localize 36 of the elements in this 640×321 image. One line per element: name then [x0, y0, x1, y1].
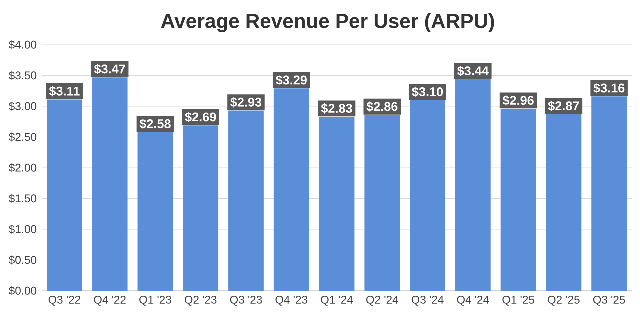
data-label: $2.96 [502, 96, 534, 106]
y-tick-label: $1.00 [9, 224, 37, 234]
data-label: $3.44 [458, 66, 489, 76]
data-label: $2.69 [185, 112, 216, 122]
chart-title: Average Revenue Per User (ARPU) [161, 14, 494, 32]
x-tick-label: Q3 '22 [48, 296, 81, 306]
x-tick-label: Q2 '23 [184, 296, 217, 306]
y-tick-label: $1.50 [9, 194, 37, 204]
y-tick-label: $2.00 [9, 163, 37, 173]
y-tick-label: $2.50 [9, 132, 37, 142]
x-tick-label: Q1 '23 [140, 296, 172, 306]
data-label: $3.29 [276, 75, 307, 86]
data-label: $2.83 [321, 104, 352, 114]
data-label: $3.47 [94, 64, 126, 75]
data-label: $2.58 [140, 118, 171, 130]
data-label: $3.11 [49, 86, 80, 97]
x-tick-label: Q1 '25 [502, 296, 534, 306]
x-tick-label: Q3 '25 [593, 296, 626, 306]
x-tick-label: Q4 '23 [276, 296, 308, 306]
data-label: $3.16 [594, 83, 625, 94]
y-tick-label: $3.00 [9, 102, 37, 112]
x-tick-label: Q4 '22 [94, 296, 126, 306]
x-tick-label: Q4 '24 [457, 296, 490, 306]
x-tick-label: Q2 '24 [366, 296, 398, 306]
x-tick-label: Q3 '24 [412, 296, 444, 306]
data-label: $2.86 [366, 102, 398, 112]
data-label: $2.87 [548, 101, 580, 112]
y-tick-label: $3.50 [9, 71, 37, 80]
data-label: $2.93 [230, 97, 262, 108]
x-tick-label: Q2 '25 [548, 296, 580, 306]
y-tick-label: $4.00 [9, 40, 37, 50]
data-label: $3.10 [412, 86, 444, 98]
y-tick-label: $0.00 [9, 286, 37, 296]
x-tick-label: Q1 '24 [321, 296, 354, 306]
x-tick-label: Q3 '23 [230, 296, 262, 306]
y-tick-label: $0.50 [9, 256, 37, 265]
